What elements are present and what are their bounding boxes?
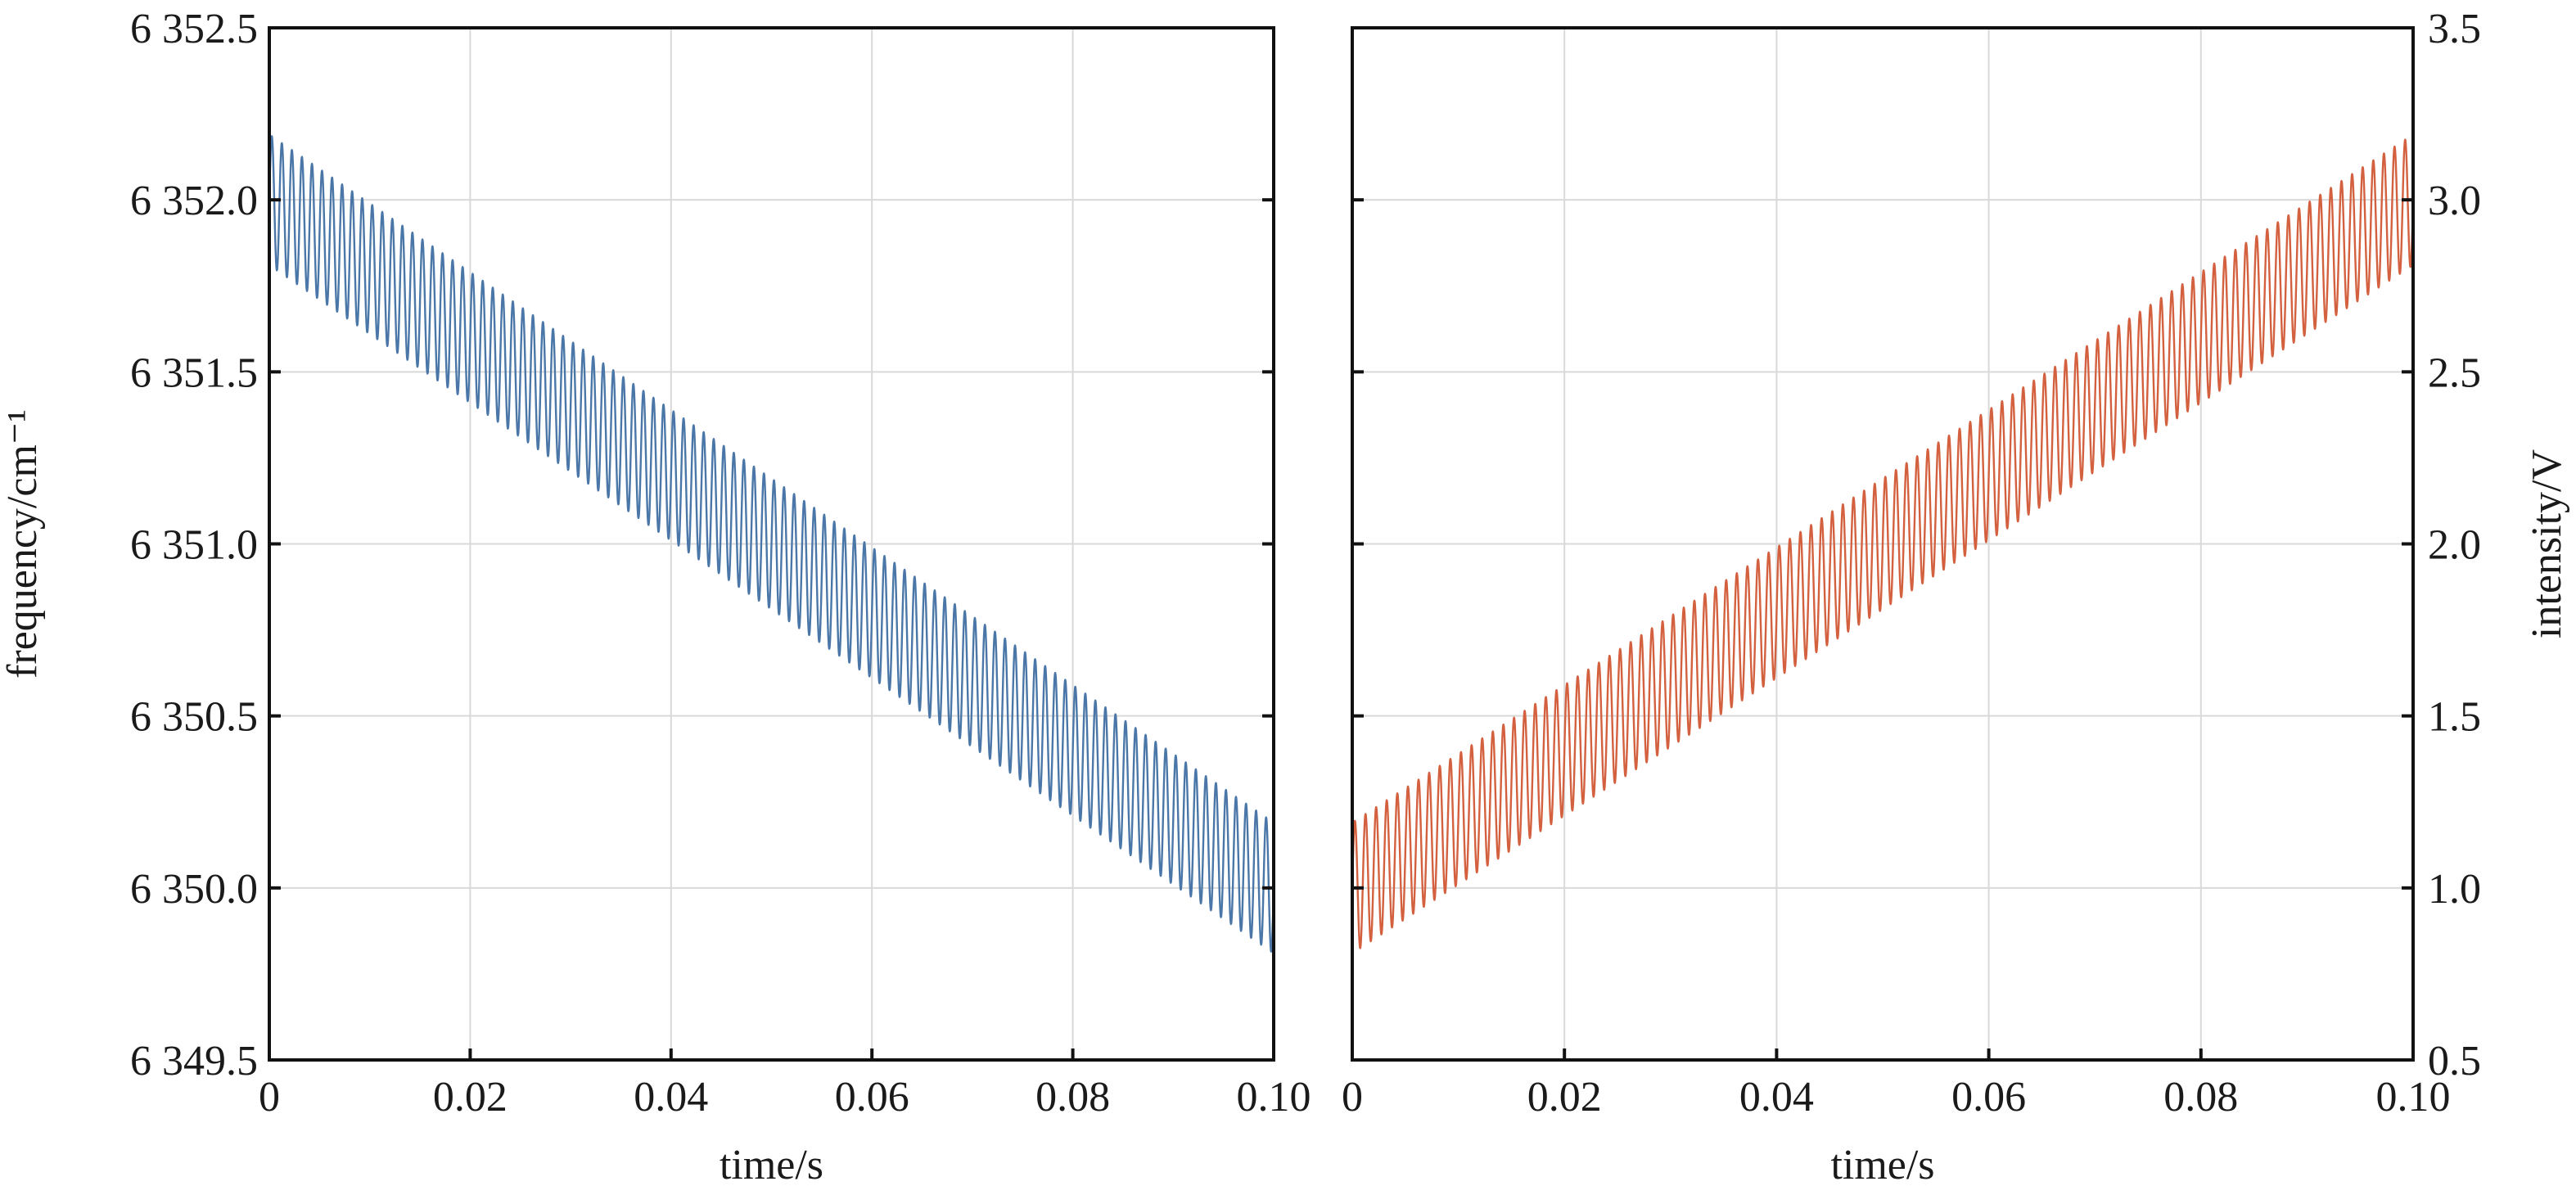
chart-0-y-tick-label-2: 6 350.5 [130,694,258,741]
chart-0-y-tick-label-4: 6 351.5 [130,349,258,396]
chart-0-x-tick-label-4: 0.08 [1035,1074,1110,1121]
chart-0-plot-frame [268,26,1275,1062]
chart-0-x-tick-label-0: 0 [259,1074,280,1121]
chart-0-y-tick-label-0: 6 349.5 [130,1038,258,1085]
chart-1-x-tick-label-2: 0.04 [1739,1074,1814,1121]
chart-0-y-tick-label-1: 6 350.0 [130,866,258,913]
chart-0-x-tick-label-2: 0.04 [634,1074,708,1121]
chart-1-x-tick-label-1: 0.02 [1527,1074,1602,1121]
chart-1-y-tick-label-5: 3.0 [2428,178,2481,224]
chart-1-y-tick-label-2: 1.5 [2428,694,2481,741]
chart-0-x-tick-label-1: 0.02 [433,1074,508,1121]
chart-0-x-axis-title: time/s [720,1142,823,1186]
chart-1-x-tick-label-3: 0.06 [1951,1074,2026,1121]
frequency-panel: 0 0.02 0.04 0.06 0.08 0.10 6 349.5 6 350.0 6 350… [0,6,1311,1186]
chart-1-plot-frame [1351,26,2415,1062]
chart-1-y-tick-label-1: 1.0 [2428,866,2481,913]
chart-0-y-axis-title: frequency/cm⁻¹ [0,409,46,679]
chart-0-x-tick-label-5: 0.10 [1237,1074,1311,1121]
chart-1-x-tick-label-5: 0.10 [2376,1074,2451,1121]
chart-1-y-axis-title: intensity/V [2524,449,2570,638]
chart-1-x-tick-label-4: 0.08 [2163,1074,2238,1121]
chart-1-y-tick-label-3: 2.0 [2428,522,2481,569]
chart-0-series-0-line [268,135,1275,953]
chart-0-x-tick-label-3: 0.06 [835,1074,909,1121]
chart-1-y-tick-label-6: 3.5 [2428,6,2481,52]
chart-0-y-tick-label-3: 6 351.0 [130,522,258,569]
chart-0-y-tick-label-5: 6 352.0 [130,178,258,224]
intensity-panel: 0 0.02 0.04 0.06 0.08 0.100.5 1.0 1.5 2.0 2.5 3.0 3… [1342,6,2570,1186]
chart-1-x-axis-title: time/s [1830,1142,1934,1186]
chart-1-x-tick-label-0: 0 [1342,1074,1363,1121]
chart-1-y-tick-label-4: 2.5 [2428,349,2481,396]
chart-0-y-tick-label-6: 6 352.5 [130,6,258,52]
chart-1-y-tick-label-0: 0.5 [2428,1038,2481,1085]
chart-1-series-0-line [1351,138,2415,949]
